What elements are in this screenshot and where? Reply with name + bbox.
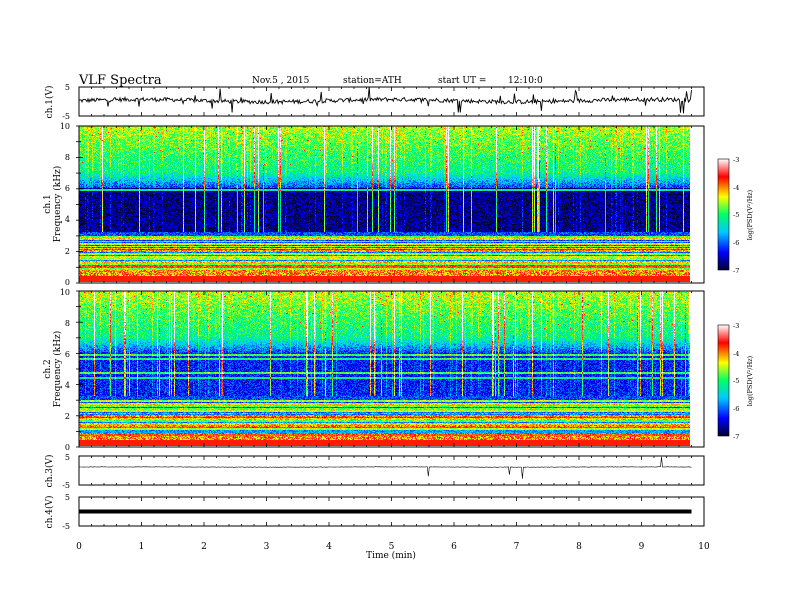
ch1-spectrogram-frame <box>78 125 705 284</box>
ch1-ftick-0: 0 <box>65 278 70 287</box>
ch1-cb-tick-m3: -3 <box>733 156 739 164</box>
ch2-frequency-label: Frequency (kHz) <box>52 331 63 408</box>
ch3-ylabel: ch.3(V) <box>44 455 55 488</box>
ch1-ftick-4: 4 <box>65 215 70 224</box>
ch3-panel-frame <box>78 455 705 486</box>
ch2-ftick-4: 4 <box>65 381 70 390</box>
ch3-ytick-top: 5 <box>65 453 70 462</box>
xtick-10: 10 <box>698 542 710 552</box>
ch1-ytick-bottom: -5 <box>62 112 70 121</box>
ch1-colorbar-label: log(PSD(V²/Hz) <box>746 189 754 240</box>
ch1-cb-tick-m7: -7 <box>733 267 739 275</box>
ch2-channel-label: ch.2 <box>43 359 53 378</box>
ch1-cb-tick-m6: -6 <box>733 239 739 247</box>
ch1-frequency-ticks: 0 2 4 6 8 10 <box>60 122 70 287</box>
ch1-ftick-8: 8 <box>65 153 70 162</box>
ch4-ytick-top: 5 <box>65 493 70 502</box>
ch2-ftick-8: 8 <box>65 319 70 328</box>
xtick-4: 4 <box>326 542 332 552</box>
ch1-waveform-line <box>78 86 692 114</box>
ch2-ftick-6: 6 <box>65 350 70 359</box>
ch2-cb-tick-m6: -6 <box>733 405 739 413</box>
ch1-spectrogram <box>79 126 691 282</box>
ch2-spectrogram <box>79 291 691 446</box>
plot-title: VLF Spectra <box>79 73 162 88</box>
x-tick-labels: 0 1 2 3 4 5 6 7 8 9 10 <box>76 542 710 552</box>
ch1-cb-tick-m5: -5 <box>733 211 739 219</box>
ch1-ftick-10: 10 <box>60 122 70 131</box>
ch3-ytick-bottom: -5 <box>62 481 70 490</box>
ch4-ylabel: ch.4(V) <box>44 496 55 529</box>
ch2-ftick-0: 0 <box>65 443 70 452</box>
station-label: station=ATH <box>343 76 402 86</box>
xtick-0: 0 <box>76 542 82 552</box>
ch1-ytick-top: 5 <box>65 83 70 92</box>
xtick-7: 7 <box>514 542 520 552</box>
xtick-2: 2 <box>201 542 207 552</box>
start-ut-time: 12:10:0 <box>508 76 543 86</box>
ch2-ftick-2: 2 <box>65 412 70 421</box>
xtick-8: 8 <box>576 542 582 552</box>
ch2-frequency-ticks: 0 2 4 6 8 10 <box>60 288 70 452</box>
xtick-3: 3 <box>264 542 270 552</box>
ch2-ftick-10: 10 <box>60 288 70 297</box>
ch2-colorbar-ticks: -3 -4 -5 -6 -7 <box>733 322 739 441</box>
ch1-channel-label: ch.1 <box>43 194 53 213</box>
ch1-ftick-6: 6 <box>65 184 70 193</box>
start-ut-label: start UT = <box>438 76 487 86</box>
ch2-colorbar-label: log(PSD(V²/Hz) <box>746 355 754 406</box>
ch1-frequency-label: Frequency (kHz) <box>52 166 63 243</box>
ch1-ftick-2: 2 <box>65 247 70 256</box>
ch2-spectrogram-frame <box>78 290 705 448</box>
ch2-cb-tick-m5: -5 <box>733 377 739 385</box>
xtick-9: 9 <box>639 542 645 552</box>
xtick-1: 1 <box>139 542 145 552</box>
tick-marks <box>76 87 705 526</box>
ch2-colorbar <box>717 324 730 437</box>
ch1-colorbar-ticks: -3 -4 -5 -6 -7 <box>733 156 739 275</box>
ch1-ylabel: ch.1(V) <box>44 86 55 119</box>
ch2-cb-tick-m7: -7 <box>733 433 739 441</box>
ch2-cb-tick-m4: -4 <box>733 350 739 358</box>
date-label: Nov.5 , 2015 <box>252 76 310 86</box>
xtick-6: 6 <box>451 542 457 552</box>
ch3-waveform-line <box>78 456 692 479</box>
ch1-cb-tick-m4: -4 <box>733 184 739 192</box>
ch2-cb-tick-m3: -3 <box>733 322 739 330</box>
x-axis-label: Time (min) <box>366 550 416 561</box>
ch4-waveform-line <box>79 509 692 514</box>
ch1-colorbar <box>717 158 730 271</box>
xtick-5: 5 <box>389 542 395 552</box>
ch4-ytick-bottom: -5 <box>62 522 70 531</box>
